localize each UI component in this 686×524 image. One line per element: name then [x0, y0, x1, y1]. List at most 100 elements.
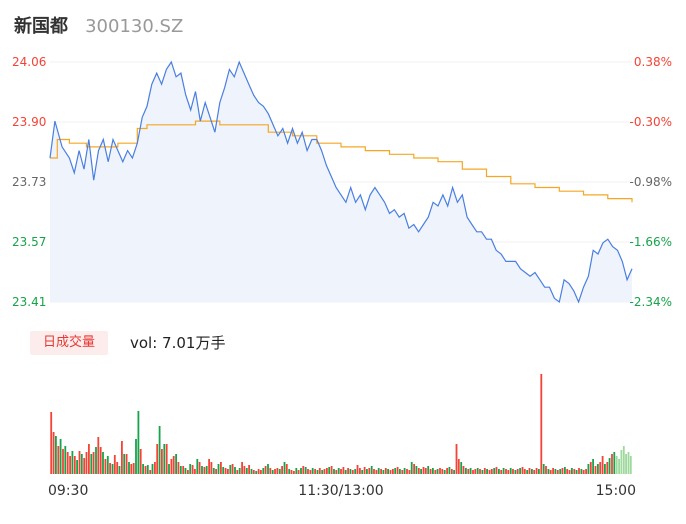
volume-bar [128, 462, 130, 474]
price-tick-label: 24.06 [12, 55, 46, 69]
volume-bar [290, 470, 293, 474]
volume-bar [373, 469, 375, 474]
volume-bar [95, 447, 97, 474]
volume-bar [629, 456, 632, 474]
volume-bar [184, 468, 187, 474]
volume-bar [446, 468, 448, 474]
volume-bar [556, 470, 559, 474]
volume-bar [255, 471, 258, 474]
volume-bar [309, 470, 312, 474]
volume-bar [406, 469, 408, 474]
volume-bar [269, 468, 272, 474]
volume-bar [177, 462, 180, 474]
volume-bar [227, 469, 229, 474]
volume-bar [500, 470, 503, 474]
volume-bar [304, 467, 307, 474]
volume-bar [187, 470, 189, 474]
volume-bar [113, 455, 116, 474]
volume-bar [175, 454, 177, 474]
price-tick-label: 23.73 [12, 175, 46, 189]
volume-bar [340, 469, 342, 474]
volume-bar [434, 470, 437, 474]
volume-bar [351, 470, 354, 474]
volume-bar [66, 452, 69, 474]
volume-bar [526, 470, 529, 474]
volume-bar [479, 469, 481, 474]
percent-tick-label: -2.34% [630, 295, 672, 309]
volume-bar [422, 467, 425, 474]
volume-bar [384, 468, 387, 474]
volume-bar [328, 467, 331, 474]
volume-bar [512, 469, 514, 474]
volume-bar [111, 464, 114, 474]
volume-bar [335, 470, 338, 474]
volume-bar [545, 466, 547, 474]
volume-bar [370, 466, 373, 474]
volume-bar [50, 412, 53, 474]
volume-bar [69, 456, 71, 474]
volume-bar [90, 454, 93, 474]
volume-bar [314, 469, 316, 474]
percent-tick-label: -0.30% [630, 115, 672, 129]
volume-bar [424, 468, 427, 474]
volume-bar [587, 464, 590, 474]
volume-bar [356, 465, 359, 474]
volume-bar [260, 470, 262, 474]
volume-bar [535, 468, 538, 474]
volume-bar [163, 444, 166, 474]
volume-bar [575, 470, 578, 474]
volume-bar [278, 469, 281, 474]
volume-tag[interactable]: 日成交量 [30, 331, 108, 355]
volume-bar [401, 470, 404, 474]
volume-bar [156, 444, 159, 474]
volume-bar [125, 454, 128, 474]
volume-bar [443, 470, 446, 474]
stock-name: 新国都 [14, 16, 68, 37]
volume-bar [523, 469, 526, 474]
volume-bar [342, 467, 345, 474]
volume-bar [76, 460, 78, 474]
volume-bar [52, 432, 55, 474]
time-tick-label: 09:30 [48, 483, 88, 499]
volume-bar [215, 469, 217, 474]
volume-bar [361, 470, 364, 474]
volume-bar [450, 469, 453, 474]
volume-bar [618, 459, 620, 474]
volume-bar [604, 464, 606, 474]
volume-bar [542, 464, 545, 474]
percent-tick-label: 0.38% [634, 55, 672, 69]
volume-bar [399, 469, 401, 474]
volume-bar [521, 467, 524, 474]
volume-bar [132, 463, 135, 474]
volume-bar [285, 464, 288, 474]
time-axis: 09:30 11:30/13:00 15:00 [48, 483, 636, 499]
volume-bar [257, 469, 260, 474]
volume-bar [182, 466, 185, 474]
price-tick-label: 23.41 [12, 295, 46, 309]
volume-bar [80, 454, 83, 474]
volume-bar [344, 470, 347, 474]
volume-bar [64, 446, 67, 474]
volume-bar [505, 469, 507, 474]
volume-bar [519, 468, 521, 474]
average-price-line [50, 120, 633, 203]
volume-bar [62, 449, 64, 474]
volume-bar [262, 468, 265, 474]
volume-bar [323, 469, 326, 474]
volume-bar [578, 468, 580, 474]
volume-bar [627, 452, 630, 474]
volume-bar [142, 464, 144, 474]
volume-bar [252, 470, 255, 474]
volume-bar [571, 468, 573, 474]
volume-bar [78, 451, 81, 474]
volume-bar [413, 464, 415, 474]
volume-bar [533, 470, 536, 474]
volume-bar [507, 470, 510, 474]
volume-bar [359, 468, 361, 474]
volume-bar [498, 469, 500, 474]
volume-bar [149, 470, 152, 474]
volume-bar [592, 459, 594, 474]
volume-bar [109, 463, 111, 474]
volume-bar [622, 446, 625, 474]
